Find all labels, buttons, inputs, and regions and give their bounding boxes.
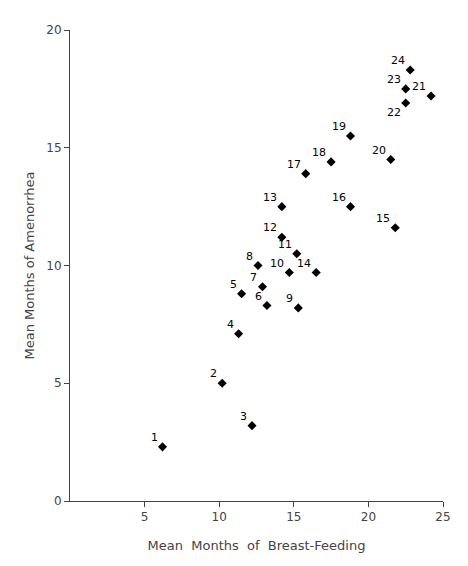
svg-text:13: 13 [263,191,277,204]
svg-text:12: 12 [263,221,277,234]
svg-text:Mean Months of Breast-Feedi: Mean Months of Breast-Feeding [148,538,366,553]
svg-text:6: 6 [255,290,262,303]
svg-text:3: 3 [240,410,247,423]
svg-text:15: 15 [46,141,61,155]
svg-text:Mean Months of Amenorrhea: Mean Months of Amenorrhea [22,171,37,359]
svg-text:20: 20 [46,23,61,37]
svg-text:10: 10 [212,510,227,524]
svg-text:10: 10 [46,259,61,273]
svg-text:21: 21 [412,80,426,93]
svg-text:17: 17 [287,158,301,171]
svg-text:15: 15 [376,212,390,225]
svg-text:14: 14 [297,257,311,270]
svg-text:23: 23 [387,73,401,86]
svg-text:9: 9 [286,292,293,305]
svg-text:5: 5 [141,510,149,524]
svg-text:5: 5 [230,278,237,291]
svg-text:24: 24 [391,54,405,67]
svg-text:5: 5 [54,376,62,390]
svg-text:1: 1 [151,431,158,444]
svg-text:16: 16 [332,191,346,204]
svg-text:22: 22 [387,106,401,119]
svg-text:15: 15 [286,510,301,524]
svg-text:2: 2 [210,367,217,380]
svg-text:25: 25 [435,510,450,524]
svg-text:20: 20 [372,144,386,157]
svg-text:20: 20 [361,510,376,524]
svg-text:19: 19 [332,120,346,133]
svg-text:18: 18 [312,146,326,159]
svg-text:0: 0 [54,494,62,508]
svg-text:11: 11 [278,238,292,251]
svg-text:4: 4 [227,318,234,331]
svg-text:8: 8 [246,250,253,263]
svg-text:7: 7 [250,271,257,284]
svg-text:10: 10 [270,257,284,270]
